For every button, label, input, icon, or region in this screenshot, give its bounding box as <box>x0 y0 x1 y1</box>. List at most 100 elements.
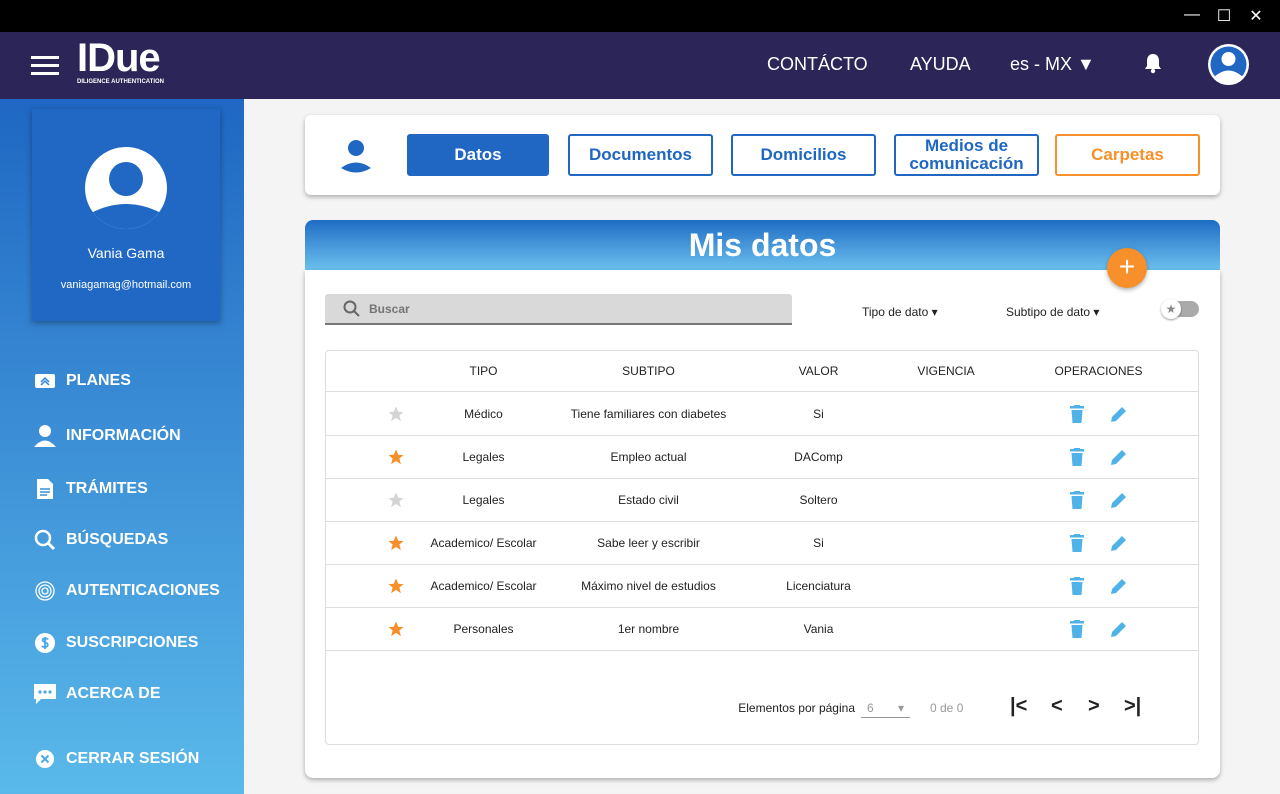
star-icon[interactable] <box>366 565 426 607</box>
table-row: Médico Tiene familiares con diabetes Si <box>326 392 1198 436</box>
starred-toggle[interactable]: ★ <box>1161 299 1199 319</box>
sidebar-item-5[interactable]: SUSCRIPCIONES <box>33 632 198 654</box>
close-button[interactable]: ✕ <box>1249 8 1263 25</box>
cell-valor: Licenciatura <box>786 579 851 593</box>
cell-subtipo: Sabe leer y escribir <box>597 536 700 550</box>
edit-icon[interactable] <box>1108 608 1130 650</box>
bell-icon[interactable] <box>1143 52 1163 79</box>
table-header: TIPO SUBTIPO VALOR VIGENCIA OPERACIONES <box>326 351 1198 392</box>
search-icon <box>343 300 360 317</box>
sidebar-item-0[interactable]: PLANES <box>33 372 131 390</box>
cell-subtipo: Empleo actual <box>610 450 687 464</box>
first-page-button[interactable]: |< <box>1010 695 1028 717</box>
cell-vigencia <box>881 392 1011 435</box>
cell-valor: Soltero <box>799 493 838 507</box>
next-page-button[interactable]: > <box>1088 695 1100 717</box>
prev-page-button[interactable]: < <box>1051 695 1063 717</box>
cell-vigencia <box>881 608 1011 650</box>
tab-4[interactable]: Carpetas <box>1055 134 1200 176</box>
cell-valor: Si <box>813 406 824 421</box>
cell-tipo: Personales <box>453 622 514 636</box>
data-table: TIPO SUBTIPO VALOR VIGENCIA OPERACIONES Médi… <box>325 350 1199 745</box>
cell-vigencia <box>881 565 1011 607</box>
cell-vigencia <box>881 522 1011 564</box>
table-row: Academico/ Escolar Máximo nivel de estud… <box>326 565 1198 608</box>
column-header: TIPO <box>469 364 498 378</box>
tab-2[interactable]: Domicilios <box>731 134 876 176</box>
tab-1[interactable]: Documentos <box>568 134 713 176</box>
chat-icon <box>33 683 57 705</box>
search-input[interactable] <box>369 301 749 316</box>
last-page-button[interactable]: >| <box>1124 695 1142 717</box>
tab-card: Datos Documentos Domicilios Medios de comun… <box>305 115 1220 195</box>
plans-icon <box>33 373 57 389</box>
table-row: Legales Estado civil Soltero <box>326 479 1198 522</box>
sidebar-item-4[interactable]: AUTENTICACIONES <box>33 580 220 602</box>
sidebar-item-2[interactable]: TRÁMITES <box>33 478 148 500</box>
cell-tipo: Academico/ Escolar <box>430 579 537 593</box>
cell-valor: DAComp <box>794 450 843 464</box>
edit-icon[interactable] <box>1108 479 1130 521</box>
star-icon[interactable] <box>366 522 426 564</box>
cell-subtipo: Estado civil <box>618 493 679 507</box>
trash-icon[interactable] <box>1066 608 1088 650</box>
cell-tipo: Legales <box>462 450 505 464</box>
caret-down-icon: ▼ <box>1077 54 1095 74</box>
cell-tipo: Academico/ Escolar <box>430 536 537 550</box>
search-field[interactable] <box>325 294 792 325</box>
edit-icon[interactable] <box>1108 565 1130 607</box>
per-page-select[interactable]: 6 ▾ <box>861 701 910 718</box>
close-circle-icon <box>33 749 57 769</box>
type-filter[interactable]: Tipo de dato ▾ <box>862 305 938 319</box>
cell-subtipo: Máximo nivel de estudios <box>581 579 716 593</box>
person-icon <box>341 140 371 173</box>
star-icon[interactable] <box>366 608 426 650</box>
logo: IDue DILIGENCE AUTHENTICATION <box>77 36 164 85</box>
subtype-filter[interactable]: Subtipo de dato ▾ <box>1006 305 1100 319</box>
trash-icon[interactable] <box>1066 522 1088 564</box>
tab-0[interactable]: Datos <box>407 134 549 176</box>
profile-email: vaniagamag@hotmail.com <box>60 279 192 291</box>
table-row: Academico/ Escolar Sabe leer y escribir … <box>326 522 1198 565</box>
star-icon[interactable] <box>366 479 426 521</box>
trash-icon[interactable] <box>1066 565 1088 607</box>
page-range: 0 de 0 <box>930 701 964 715</box>
add-button[interactable]: + <box>1107 248 1147 288</box>
column-header: VALOR <box>798 364 839 378</box>
edit-icon[interactable] <box>1108 522 1130 564</box>
sidebar-item-6[interactable]: ACERCA DE <box>33 683 161 705</box>
trash-icon[interactable] <box>1066 392 1088 435</box>
trash-icon[interactable] <box>1066 479 1088 521</box>
profile-avatar <box>85 147 167 229</box>
content-card <box>305 270 1220 778</box>
minimize-button[interactable]: — <box>1184 6 1200 23</box>
cell-tipo: Legales <box>462 493 505 507</box>
nav-ayuda[interactable]: AYUDA <box>910 54 971 74</box>
cell-subtipo: 1er nombre <box>617 622 680 636</box>
fingerprint-icon <box>33 580 57 602</box>
star-icon[interactable] <box>366 392 426 435</box>
person-icon <box>33 424 57 448</box>
table-row: Legales Empleo actual DAComp <box>326 436 1198 479</box>
sidebar-item-1[interactable]: INFORMACIÓN <box>33 424 181 448</box>
title-bar: — ☐ ✕ <box>0 0 1280 32</box>
user-avatar[interactable] <box>1208 44 1249 85</box>
cell-vigencia <box>881 479 1011 521</box>
sidebar-item-3[interactable]: BÚSQUEDAS <box>33 529 168 551</box>
cell-tipo: Médico <box>464 406 503 421</box>
edit-icon[interactable] <box>1108 392 1130 435</box>
trash-icon[interactable] <box>1066 436 1088 478</box>
edit-icon[interactable] <box>1108 436 1130 478</box>
tab-3[interactable]: Medios de comunicación <box>894 134 1039 176</box>
cell-valor: Si <box>813 536 824 550</box>
language-select[interactable]: es - MX ▼ <box>1010 54 1095 74</box>
nav-contacto[interactable]: CONTÁCTO <box>767 54 868 74</box>
per-page-label: Elementos por página <box>738 701 855 715</box>
logout-button[interactable]: CERRAR SESIÓN <box>33 749 199 769</box>
maximize-button[interactable]: ☐ <box>1216 8 1232 25</box>
search-icon <box>33 529 57 551</box>
profile-name: Vania Gama <box>87 245 165 261</box>
profile-card: Vania Gama vaniagamag@hotmail.com <box>32 109 220 321</box>
menu-icon[interactable] <box>31 56 59 76</box>
star-icon[interactable] <box>366 436 426 478</box>
